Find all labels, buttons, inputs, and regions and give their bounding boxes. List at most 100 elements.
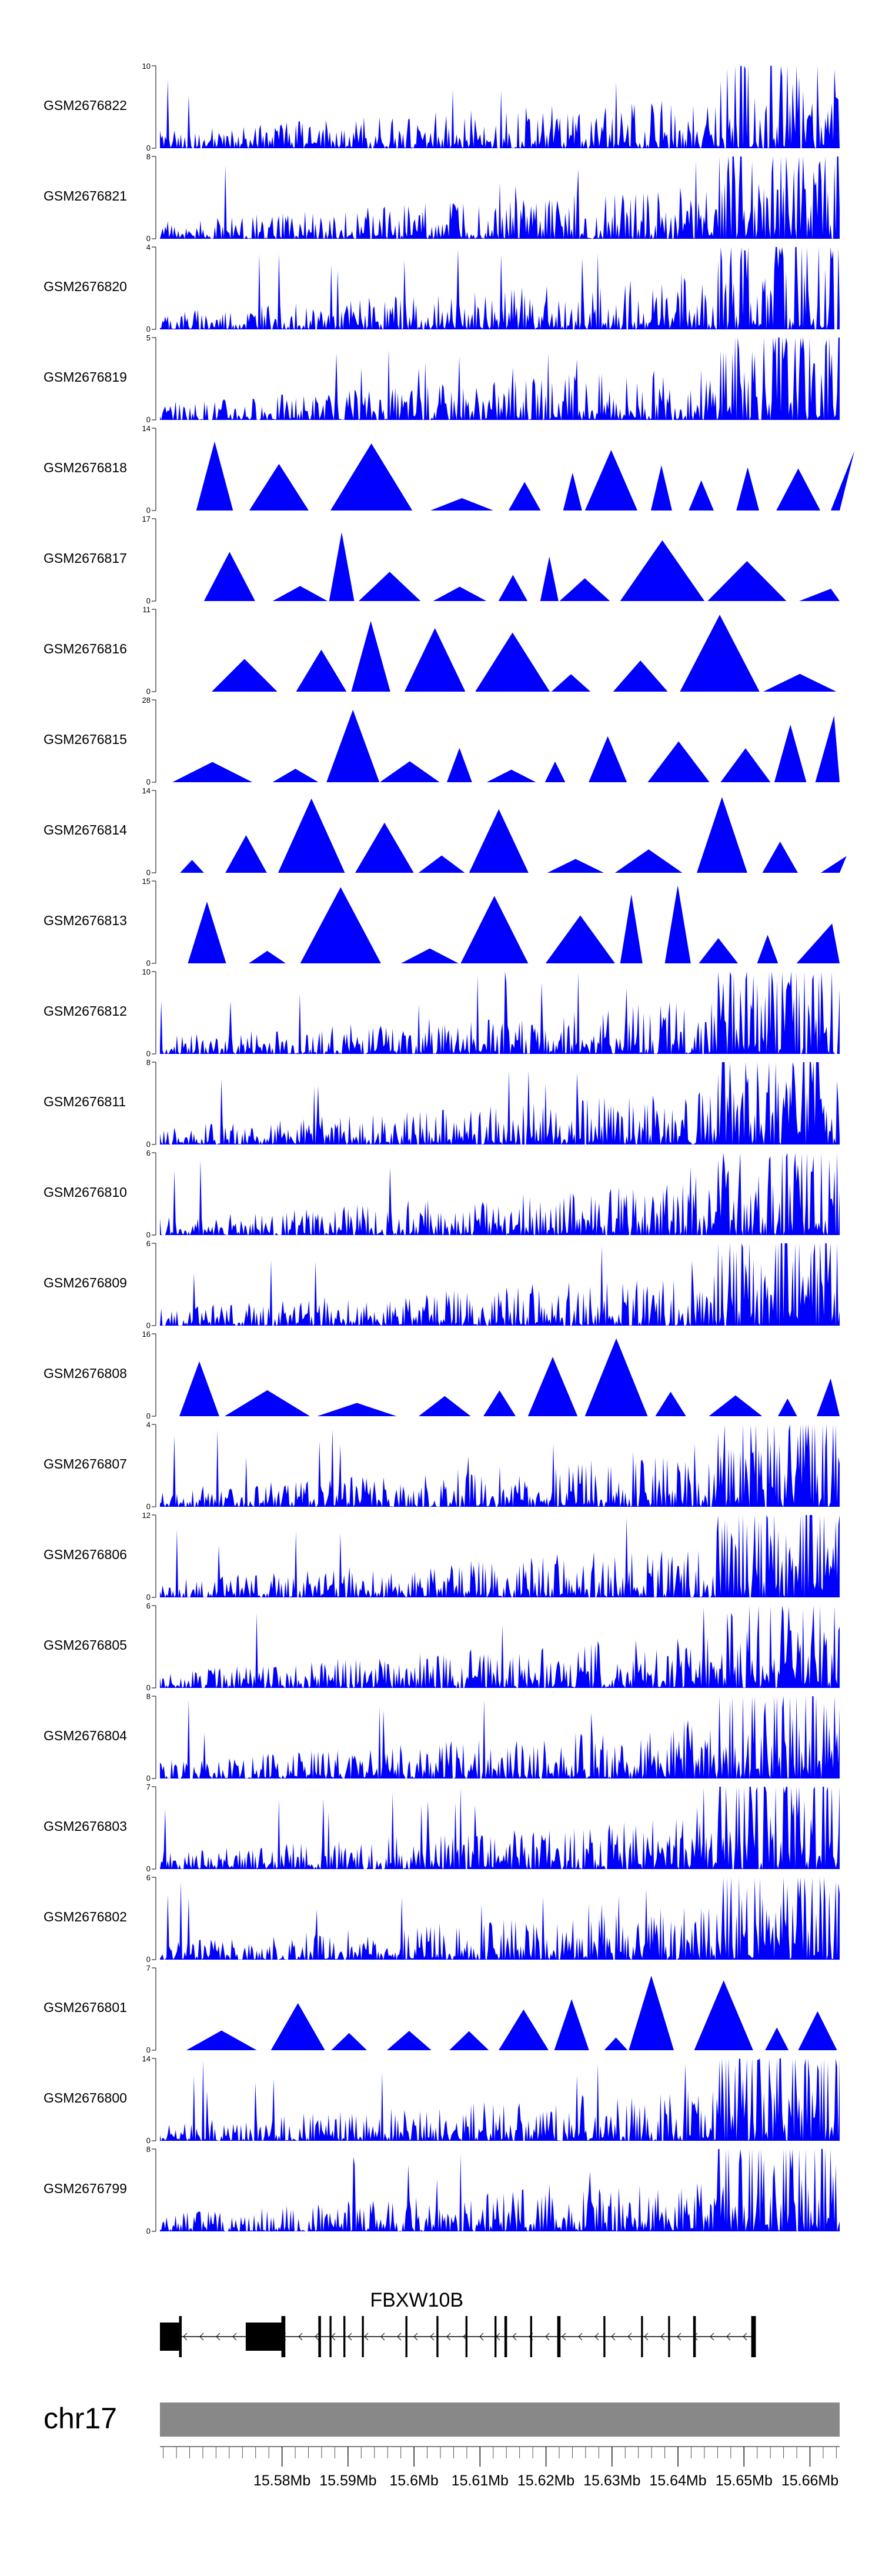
sample-label: GSM2676806 — [44, 1547, 127, 1562]
strand-arrow — [216, 2333, 220, 2341]
track-gsm2676807: GSM2676807 4 0 — [44, 1420, 840, 1511]
strand-arrow — [512, 2333, 517, 2341]
exon — [530, 2316, 532, 2357]
strand-arrow — [545, 2333, 550, 2341]
y-min-label: 0 — [146, 868, 151, 877]
signal-area — [160, 797, 847, 873]
y-max-label: 14 — [142, 786, 151, 795]
exon — [495, 2316, 497, 2357]
signal-area — [160, 972, 840, 1054]
sample-label: GSM2676821 — [44, 188, 127, 203]
sample-label: GSM2676819 — [44, 369, 127, 385]
track-gsm2676821: GSM2676821 8 0 — [44, 152, 840, 243]
signal-area — [160, 1338, 840, 1416]
y-min-label: 0 — [146, 1412, 151, 1420]
exon — [281, 2316, 286, 2357]
sample-label: GSM2676803 — [44, 1818, 127, 1834]
axis-tick-label: 15.59Mb — [319, 2472, 376, 2489]
strand-arrow — [380, 2333, 385, 2341]
signal-area — [160, 1515, 840, 1597]
sample-label: GSM2676805 — [44, 1637, 127, 1653]
strand-arrow — [578, 2333, 583, 2341]
signal-area — [160, 1606, 840, 1688]
sample-label: GSM2676814 — [44, 822, 127, 837]
y-max-label: 4 — [146, 243, 151, 252]
signal-area — [160, 1153, 840, 1235]
exon — [436, 2316, 439, 2357]
y-min-label: 0 — [146, 1955, 151, 1964]
y-min-label: 0 — [146, 415, 151, 424]
strand-arrow — [743, 2333, 747, 2341]
y-min-label: 0 — [146, 2227, 151, 2235]
signal-area — [160, 156, 840, 239]
sample-label: GSM2676812 — [44, 1003, 127, 1019]
strand-arrow — [644, 2333, 649, 2341]
y-max-label: 8 — [146, 2145, 151, 2154]
sample-label: GSM2676800 — [44, 2090, 127, 2105]
ideogram-track: chr17 — [44, 2402, 840, 2437]
signal-area — [160, 709, 840, 782]
exon — [641, 2316, 643, 2357]
y-max-label: 10 — [142, 62, 151, 71]
signal-area — [160, 247, 840, 329]
y-min-label: 0 — [146, 1140, 151, 1149]
signal-area — [160, 338, 840, 420]
y-min-label: 0 — [146, 1864, 151, 1873]
chromosome-band — [160, 2403, 840, 2437]
strand-arrow — [315, 2333, 319, 2341]
sample-label: GSM2676813 — [44, 913, 127, 928]
strand-arrow — [348, 2333, 352, 2341]
track-gsm2676804: GSM2676804 8 0 — [44, 1692, 840, 1783]
signal-area — [160, 1976, 840, 2050]
signal-area — [160, 615, 840, 692]
exon — [343, 2316, 346, 2357]
sample-label: GSM2676802 — [44, 1909, 127, 1924]
y-min-label: 0 — [146, 506, 151, 515]
signal-area — [160, 66, 840, 148]
genomic-axis: 15.58Mb 15.59Mb 15.6Mb 15.61Mb 15.62Mb 15.63M… — [160, 2446, 840, 2489]
y-max-label: 8 — [146, 1692, 151, 1701]
y-min-label: 0 — [146, 234, 151, 243]
y-max-label: 17 — [142, 515, 151, 523]
y-max-label: 6 — [146, 1601, 151, 1610]
signal-area — [160, 1062, 840, 1144]
y-max-label: 11 — [143, 605, 151, 614]
track-gsm2676805: GSM2676805 6 0 — [44, 1601, 840, 1692]
y-min-label: 0 — [146, 2046, 151, 2054]
strand-arrow — [611, 2333, 616, 2341]
y-min-label: 0 — [146, 778, 151, 786]
y-min-label: 0 — [146, 1774, 151, 1783]
track-gsm2676809: GSM2676809 6 0 — [44, 1239, 840, 1330]
sample-label: GSM2676801 — [44, 2000, 127, 2015]
y-min-label: 0 — [146, 1502, 151, 1511]
y-max-label: 7 — [146, 1964, 151, 1973]
y-min-label: 0 — [146, 1230, 151, 1239]
y-min-label: 0 — [146, 2136, 151, 2145]
strand-arrow — [430, 2333, 435, 2341]
exon — [603, 2316, 606, 2357]
axis-tick-label: 15.61Mb — [452, 2472, 509, 2489]
sample-label: GSM2676816 — [44, 641, 127, 656]
track-gsm2676810: GSM2676810 6 0 — [44, 1149, 840, 1239]
y-min-label: 0 — [146, 596, 151, 605]
y-min-label: 0 — [146, 959, 151, 967]
track-gsm2676803: GSM2676803 7 0 — [44, 1783, 840, 1873]
track-gsm2676808: GSM2676808 16 0 — [44, 1330, 840, 1420]
signal-area — [160, 1696, 840, 1778]
track-gsm2676816: GSM2676816 11 0 — [44, 605, 840, 696]
y-max-label: 6 — [146, 1239, 151, 1248]
strand-arrow — [446, 2333, 451, 2341]
track-gsm2676822: GSM2676822 10 0 — [44, 62, 840, 152]
strand-arrow — [660, 2333, 665, 2341]
sample-label: GSM2676804 — [44, 1728, 127, 1743]
track-gsm2676812: GSM2676812 10 0 — [44, 967, 840, 1058]
signal-tracks: GSM2676822100GSM267682180GSM267682040GSM… — [44, 62, 855, 2235]
exon — [160, 2323, 179, 2351]
strand-arrow — [710, 2333, 714, 2341]
sample-label: GSM2676820 — [44, 279, 127, 294]
exon — [557, 2316, 561, 2357]
exon — [504, 2316, 507, 2357]
sample-label: GSM2676822 — [44, 98, 127, 113]
signal-area — [160, 885, 840, 963]
